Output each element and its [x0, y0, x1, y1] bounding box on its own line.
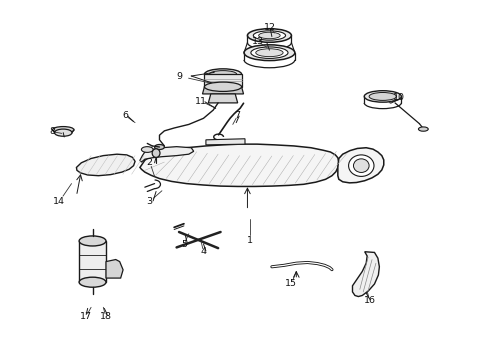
Text: 4: 4 — [200, 247, 206, 256]
Ellipse shape — [54, 129, 72, 136]
Text: 16: 16 — [364, 296, 376, 305]
Polygon shape — [76, 154, 135, 176]
Ellipse shape — [418, 127, 428, 131]
Ellipse shape — [152, 149, 160, 157]
Text: 12: 12 — [265, 23, 276, 32]
Ellipse shape — [204, 82, 242, 91]
Polygon shape — [338, 148, 384, 183]
Text: 11: 11 — [195, 96, 207, 105]
Text: 7: 7 — [235, 111, 241, 120]
Ellipse shape — [247, 29, 292, 42]
Text: 9: 9 — [176, 72, 182, 81]
Ellipse shape — [204, 69, 242, 80]
Polygon shape — [79, 241, 106, 282]
Ellipse shape — [369, 93, 396, 100]
Ellipse shape — [79, 277, 106, 287]
Polygon shape — [140, 144, 339, 186]
Polygon shape — [352, 252, 379, 297]
Ellipse shape — [348, 155, 374, 176]
Polygon shape — [208, 94, 238, 103]
Polygon shape — [204, 74, 242, 87]
Ellipse shape — [155, 144, 164, 149]
Text: 2: 2 — [147, 158, 153, 167]
Text: 14: 14 — [53, 197, 65, 206]
Ellipse shape — [52, 127, 74, 133]
Text: 3: 3 — [147, 197, 153, 206]
Polygon shape — [206, 139, 245, 145]
Ellipse shape — [256, 49, 283, 57]
Text: 13: 13 — [252, 37, 264, 46]
Text: 18: 18 — [100, 312, 112, 321]
Polygon shape — [202, 87, 244, 94]
Ellipse shape — [253, 31, 286, 40]
Polygon shape — [140, 147, 194, 162]
Ellipse shape — [259, 32, 280, 39]
Polygon shape — [106, 260, 123, 278]
Ellipse shape — [364, 91, 401, 102]
Text: 1: 1 — [247, 237, 253, 246]
Ellipse shape — [209, 71, 237, 78]
Text: 17: 17 — [80, 312, 92, 321]
Ellipse shape — [79, 236, 106, 246]
Text: 6: 6 — [122, 111, 128, 120]
Text: 5: 5 — [181, 240, 187, 249]
Text: 10: 10 — [393, 93, 405, 102]
Text: 15: 15 — [285, 279, 297, 288]
Text: 8: 8 — [49, 127, 55, 136]
Ellipse shape — [244, 45, 295, 60]
Ellipse shape — [251, 47, 288, 58]
Ellipse shape — [142, 147, 153, 152]
Ellipse shape — [353, 159, 369, 172]
